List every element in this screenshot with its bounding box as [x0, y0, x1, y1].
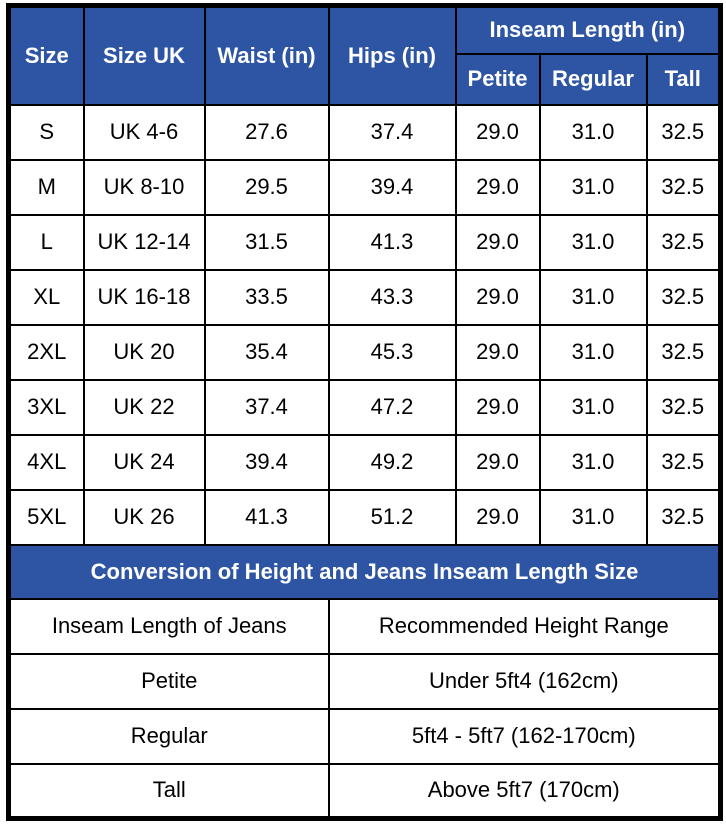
cell-inseam-regular: 31.0 [538, 433, 648, 491]
cell-inseam-tall: 32.5 [645, 158, 722, 216]
cell-inseam-regular: 31.0 [538, 213, 648, 271]
header-size-uk: Size UK [82, 4, 206, 106]
header-regular: Regular [538, 52, 648, 106]
cell-waist: 29.5 [203, 158, 330, 216]
conversion-header-inseam: Inseam Length of Jeans [7, 597, 330, 655]
cell-hips: 41.3 [327, 213, 457, 271]
cell-waist: 31.5 [203, 213, 330, 271]
size-row-l: L UK 12-14 31.5 41.3 29.0 31.0 32.5 [7, 213, 722, 271]
cell-inseam-type: Regular [7, 707, 330, 765]
cell-inseam-petite: 29.0 [454, 488, 541, 546]
conversion-row-tall: Tall Above 5ft7 (170cm) [7, 762, 722, 820]
cell-inseam-type: Tall [7, 762, 330, 820]
cell-size-uk: UK 4-6 [82, 103, 206, 161]
header-row-sub: Petite Regular Tall [9, 52, 722, 106]
cell-inseam-petite: 29.0 [454, 103, 541, 161]
cell-height-range: 5ft4 - 5ft7 (162-170cm) [327, 707, 722, 765]
size-row-5xl: 5XL UK 26 41.3 51.2 29.0 31.0 32.5 [7, 488, 722, 546]
cell-size: L [7, 213, 85, 271]
cell-inseam-petite: 29.0 [454, 433, 541, 491]
cell-size-uk: UK 12-14 [82, 213, 206, 271]
cell-inseam-type: Petite [7, 652, 330, 710]
cell-hips: 39.4 [327, 158, 457, 216]
conversion-row-regular: Regular 5ft4 - 5ft7 (162-170cm) [7, 707, 722, 765]
cell-inseam-petite: 29.0 [454, 378, 541, 436]
size-chart-table: Size Size UK Waist (in) Hips (in) Inseam… [6, 3, 724, 821]
size-chart-sheet: Size Size UK Waist (in) Hips (in) Inseam… [6, 3, 724, 821]
size-row-3xl: 3XL UK 22 37.4 47.2 29.0 31.0 32.5 [7, 378, 722, 436]
cell-size-uk: UK 20 [82, 323, 206, 381]
cell-size: 3XL [7, 378, 85, 436]
cell-hips: 45.3 [327, 323, 457, 381]
cell-inseam-petite: 29.0 [454, 158, 541, 216]
cell-inseam-petite: 29.0 [454, 213, 541, 271]
cell-size: 4XL [7, 433, 85, 491]
size-row-s: S UK 4-6 27.6 37.4 29.0 31.0 32.5 [7, 103, 722, 161]
size-row-2xl: 2XL UK 20 35.4 45.3 29.0 31.0 32.5 [7, 323, 722, 381]
cell-size: 2XL [7, 323, 85, 381]
cell-inseam-tall: 32.5 [645, 323, 722, 381]
cell-size: XL [7, 268, 85, 326]
header-hips: Hips (in) [327, 4, 457, 106]
cell-waist: 41.3 [203, 488, 330, 546]
cell-hips: 49.2 [327, 433, 457, 491]
cell-inseam-regular: 31.0 [538, 378, 648, 436]
cell-waist: 37.4 [203, 378, 330, 436]
cell-waist: 35.4 [203, 323, 330, 381]
cell-inseam-petite: 29.0 [454, 323, 541, 381]
cell-size: 5XL [7, 488, 85, 546]
cell-inseam-regular: 31.0 [538, 103, 648, 161]
cell-hips: 47.2 [327, 378, 457, 436]
conversion-header-row: Inseam Length of Jeans Recommended Heigh… [7, 597, 722, 655]
size-chart-body: S UK 4-6 27.6 37.4 29.0 31.0 32.5 M UK 8… [7, 103, 722, 820]
cell-size-uk: UK 16-18 [82, 268, 206, 326]
cell-inseam-tall: 32.5 [645, 433, 722, 491]
conversion-header-height: Recommended Height Range [327, 597, 722, 655]
size-row-4xl: 4XL UK 24 39.4 49.2 29.0 31.0 32.5 [7, 433, 722, 491]
cell-hips: 37.4 [327, 103, 457, 161]
header-petite: Petite [454, 52, 541, 106]
size-row-m: M UK 8-10 29.5 39.4 29.0 31.0 32.5 [7, 158, 722, 216]
cell-waist: 39.4 [203, 433, 330, 491]
cell-hips: 43.3 [327, 268, 457, 326]
cell-inseam-regular: 31.0 [538, 268, 648, 326]
cell-inseam-regular: 31.0 [538, 488, 648, 546]
cell-inseam-tall: 32.5 [645, 488, 722, 546]
cell-size: M [7, 158, 85, 216]
cell-waist: 27.6 [203, 103, 330, 161]
cell-height-range: Under 5ft4 (162cm) [327, 652, 722, 710]
cell-inseam-tall: 32.5 [645, 213, 722, 271]
cell-size-uk: UK 26 [82, 488, 206, 546]
cell-inseam-regular: 31.0 [538, 158, 648, 216]
header-row-top: Size Size UK Waist (in) Hips (in) Inseam… [7, 4, 722, 106]
cell-hips: 51.2 [327, 488, 457, 546]
cell-inseam-petite: 29.0 [454, 268, 541, 326]
cell-size-uk: UK 22 [82, 378, 206, 436]
cell-inseam-regular: 31.0 [538, 323, 648, 381]
conversion-title-row: Conversion of Height and Jeans Inseam Le… [7, 543, 722, 600]
cell-height-range: Above 5ft7 (170cm) [327, 762, 722, 820]
header-size: Size [7, 4, 85, 106]
header-inseam-group: Inseam Length (in) [454, 4, 722, 55]
cell-size-uk: UK 24 [82, 433, 206, 491]
conversion-row-petite: Petite Under 5ft4 (162cm) [7, 652, 722, 710]
cell-waist: 33.5 [203, 268, 330, 326]
cell-inseam-tall: 32.5 [645, 268, 722, 326]
conversion-title: Conversion of Height and Jeans Inseam Le… [7, 543, 722, 600]
size-row-xl: XL UK 16-18 33.5 43.3 29.0 31.0 32.5 [7, 268, 722, 326]
cell-size-uk: UK 8-10 [82, 158, 206, 216]
header-tall: Tall [645, 52, 722, 106]
cell-inseam-tall: 32.5 [645, 378, 722, 436]
size-chart-header: Size Size UK Waist (in) Hips (in) Inseam… [7, 4, 722, 106]
cell-size: S [7, 103, 85, 161]
cell-inseam-tall: 32.5 [645, 103, 722, 161]
header-waist: Waist (in) [203, 4, 330, 106]
